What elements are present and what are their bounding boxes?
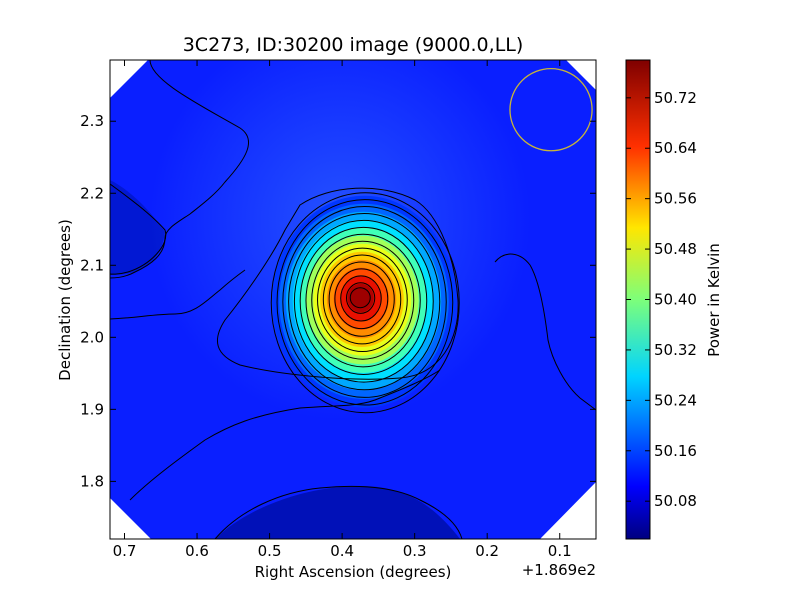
colorbar-tick-label: 50.32 [654, 341, 697, 359]
y-tick-label: 2.1 [80, 256, 104, 274]
x-tick-label: 0.1 [548, 542, 572, 560]
contour-ring [293, 219, 434, 383]
contour-outer-top [110, 60, 250, 279]
peak-marker [349, 287, 371, 309]
contour-middle [110, 269, 246, 320]
x-axis-label: Right Ascension (degrees) [255, 563, 452, 581]
corner-mask-top-left [110, 60, 148, 98]
contour-ring [334, 268, 389, 330]
contour-ring [305, 233, 421, 368]
colorbar-tick-label: 50.72 [654, 89, 697, 107]
beam-circle [509, 67, 593, 152]
chart-title: 3C273, ID:30200 image (9000.0,LL) [183, 34, 524, 56]
colorbar-tick-label: 50.24 [654, 391, 697, 409]
contour-ring [322, 254, 402, 345]
contour-ring [340, 275, 382, 322]
colorbar-tick-label: 50.16 [654, 442, 697, 460]
x-tick-label: 0.4 [330, 542, 354, 560]
contour-southwest [129, 369, 441, 501]
corner-mask-bottom-left [110, 498, 151, 539]
x-axis: 0.7 0.6 0.5 0.4 0.3 0.2 0.1 [113, 60, 572, 560]
x-tick-label: 0.6 [185, 542, 209, 560]
plot-frame [109, 59, 597, 540]
low-region-left [110, 180, 165, 275]
colorbar-tick-label: 50.64 [654, 139, 697, 157]
contour-ring [328, 261, 395, 337]
colorbar-tick-label: 50.48 [654, 240, 697, 258]
colorbar-tick-label: 50.56 [654, 190, 697, 208]
x-tick-label: 0.7 [113, 542, 137, 560]
corner-mask-bottom-right [540, 482, 596, 539]
contour-ring [345, 282, 376, 314]
y-tick-label: 1.8 [80, 472, 104, 490]
contour-ring [299, 226, 428, 375]
contour-bottom-bowl [214, 485, 463, 539]
y-tick-label: 2.2 [80, 184, 104, 202]
contour-ring [276, 199, 454, 406]
colorbar-tick-label: 50.08 [654, 492, 697, 510]
contour-ring [311, 240, 415, 360]
colorbar-label: Power in Kelvin [705, 243, 723, 357]
contour-lines [217, 187, 460, 414]
unobserved-corners [110, 60, 596, 539]
y-axis-label: Declination (degrees) [56, 219, 74, 381]
contour-right [494, 253, 596, 411]
contour-left-lobe [110, 183, 167, 275]
contour-ring [288, 212, 441, 391]
colorbar: 50.08 50.16 50.24 50.32 50.40 50.48 50.56 50.64… [625, 59, 723, 540]
contour-ring [317, 247, 408, 353]
plot-area [110, 60, 596, 539]
colorbar-ticks: 50.08 50.16 50.24 50.32 50.40 50.48 50.56 50.64… [626, 89, 697, 510]
contour-ring [270, 192, 460, 414]
y-axis: 2.3 2.2 2.1 2.0 1.9 1.8 [80, 112, 596, 490]
y-tick-label: 2.0 [80, 328, 104, 346]
corner-mask-top-right [566, 60, 596, 90]
contour-source-outer [217, 187, 459, 380]
x-axis-offset: +1.869e2 [522, 561, 596, 579]
x-tick-label: 0.5 [258, 542, 282, 560]
low-region-bottom [215, 486, 460, 539]
y-tick-label: 2.3 [80, 112, 104, 130]
contour-ring [282, 206, 447, 398]
x-tick-label: 0.2 [475, 542, 499, 560]
colorbar-tick-label: 50.40 [654, 291, 697, 309]
x-tick-label: 0.3 [403, 542, 427, 560]
y-tick-label: 1.9 [80, 400, 104, 418]
